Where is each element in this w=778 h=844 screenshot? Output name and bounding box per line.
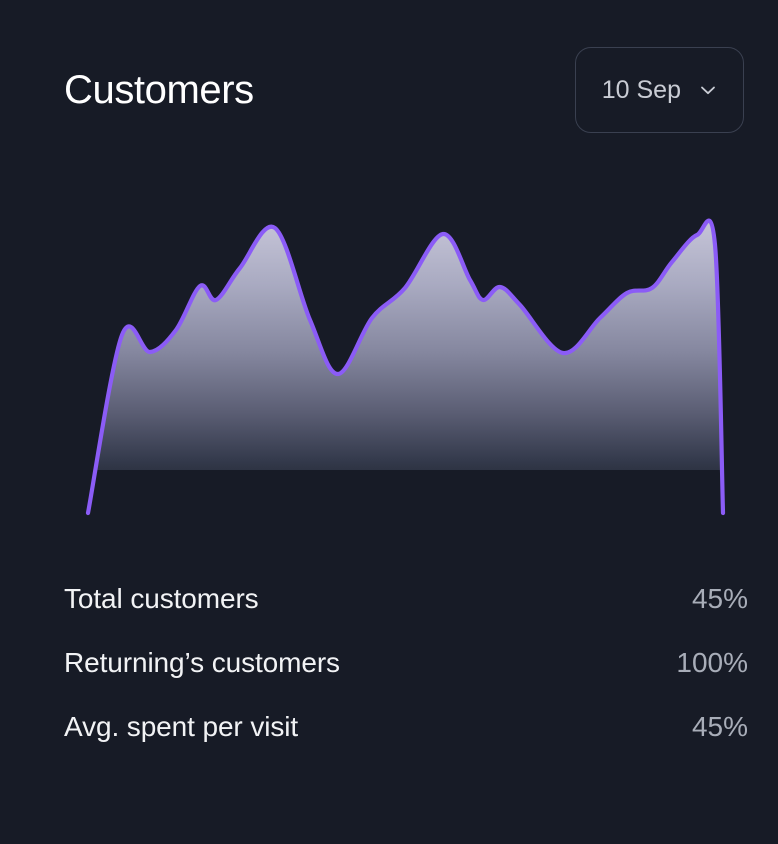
chevron-down-icon (697, 79, 719, 101)
stats-list: Total customers 45% Returning’s customer… (0, 585, 778, 777)
stat-label: Returning’s customers (64, 647, 340, 678)
chart-area-fill (95, 220, 723, 470)
stat-value: 45% (691, 583, 748, 614)
stat-label: Total customers (64, 583, 259, 614)
stat-value: 100% (676, 647, 748, 678)
chart-canvas (85, 218, 726, 516)
stat-label: Avg. spent per visit (64, 711, 299, 742)
stat-row-total-customers: Total customers 45% (64, 585, 748, 649)
customers-area-chart (0, 180, 778, 560)
stat-value: 45% (691, 711, 748, 742)
date-range-dropdown[interactable]: 10 Sep (574, 47, 744, 133)
date-range-value: 10 Sep (601, 75, 681, 104)
chart-line (85, 218, 726, 516)
card-header: Customers 10 Sep (0, 0, 778, 180)
stat-row-avg-spent-per-visit: Avg. spent per visit 45% (64, 713, 748, 777)
stat-row-returning-customers: Returning’s customers 100% (64, 649, 748, 713)
page-title: Customers (64, 68, 254, 112)
